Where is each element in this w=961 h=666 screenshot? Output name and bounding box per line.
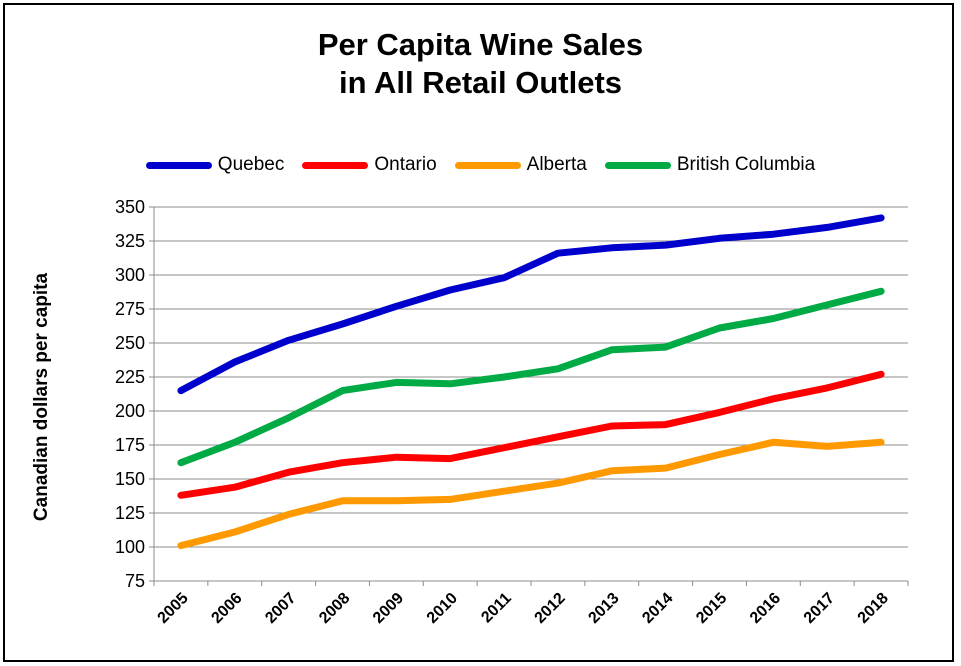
legend-item-quebec: Quebec — [145, 154, 285, 176]
x-tick-label-2010: 2010 — [424, 590, 461, 627]
legend-label-quebec: Quebec — [217, 154, 285, 175]
x-tick-label-2007: 2007 — [262, 590, 299, 627]
legend-swatch-quebec — [145, 161, 212, 169]
x-tick-label-2016: 2016 — [747, 590, 784, 627]
legend-label-alberta: Alberta — [526, 154, 587, 175]
x-tick-label-2018: 2018 — [855, 590, 892, 627]
y-tick-label-200: 200 — [115, 401, 145, 421]
y-tick-label-225: 225 — [115, 367, 145, 387]
y-tick-label-100: 100 — [115, 537, 145, 557]
series-line-british-columbia — [177, 287, 885, 467]
y-tick-label-300: 300 — [115, 265, 145, 285]
x-tick-label-2013: 2013 — [585, 590, 622, 627]
y-tick-label-175: 175 — [115, 435, 145, 455]
y-tick-label-75: 75 — [125, 571, 145, 591]
legend-swatch-ontario — [302, 161, 369, 169]
x-tick-label-2006: 2006 — [208, 590, 245, 627]
legend: Quebec Ontario Alberta British Columbia — [0, 154, 961, 176]
x-tick-label-2017: 2017 — [801, 590, 838, 627]
y-tick-label-250: 250 — [115, 333, 145, 353]
legend-item-ontario: Ontario — [302, 154, 437, 176]
legend-label-british-columbia: British Columbia — [676, 154, 816, 175]
x-tick-label-2011: 2011 — [478, 590, 515, 627]
chart-title-line-2: in All Retail Outlets — [338, 65, 623, 100]
legend-swatch-british-columbia — [604, 161, 671, 169]
chart-frame — [3, 3, 954, 662]
x-tick-label-2008: 2008 — [316, 590, 353, 627]
legend-swatch-alberta — [454, 161, 521, 169]
y-tick-label-325: 325 — [115, 231, 145, 251]
legend-item-alberta: Alberta — [454, 154, 587, 176]
x-tick-label-2014: 2014 — [639, 590, 676, 627]
legend-item-british-columbia: British Columbia — [604, 154, 816, 176]
x-tick-label-2009: 2009 — [370, 590, 407, 627]
x-tick-label-2005: 2005 — [155, 590, 192, 627]
series-line-ontario — [177, 370, 885, 499]
x-tick-label-2015: 2015 — [693, 590, 730, 627]
series-line-alberta — [177, 438, 885, 550]
chart-title-line-1: Per Capita Wine Sales — [317, 27, 644, 62]
y-tick-label-150: 150 — [115, 469, 145, 489]
y-tick-label-275: 275 — [115, 299, 145, 319]
legend-label-ontario: Ontario — [374, 154, 437, 175]
y-tick-label-350: 350 — [115, 197, 145, 217]
y-tick-label-125: 125 — [115, 503, 145, 523]
series-line-quebec — [177, 214, 885, 395]
x-tick-label-2012: 2012 — [532, 590, 569, 627]
chart-title: Per Capita Wine Sales in All Retail Outl… — [0, 26, 961, 102]
